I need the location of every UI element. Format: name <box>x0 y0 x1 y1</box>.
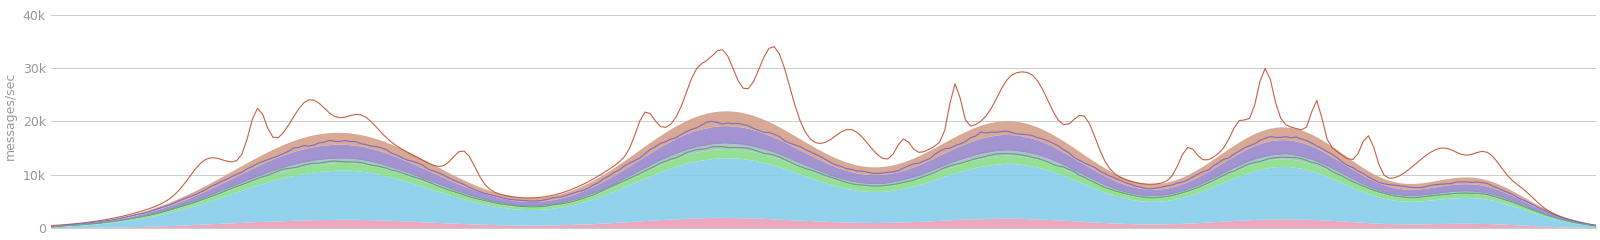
Y-axis label: messages/sec: messages/sec <box>5 72 18 160</box>
